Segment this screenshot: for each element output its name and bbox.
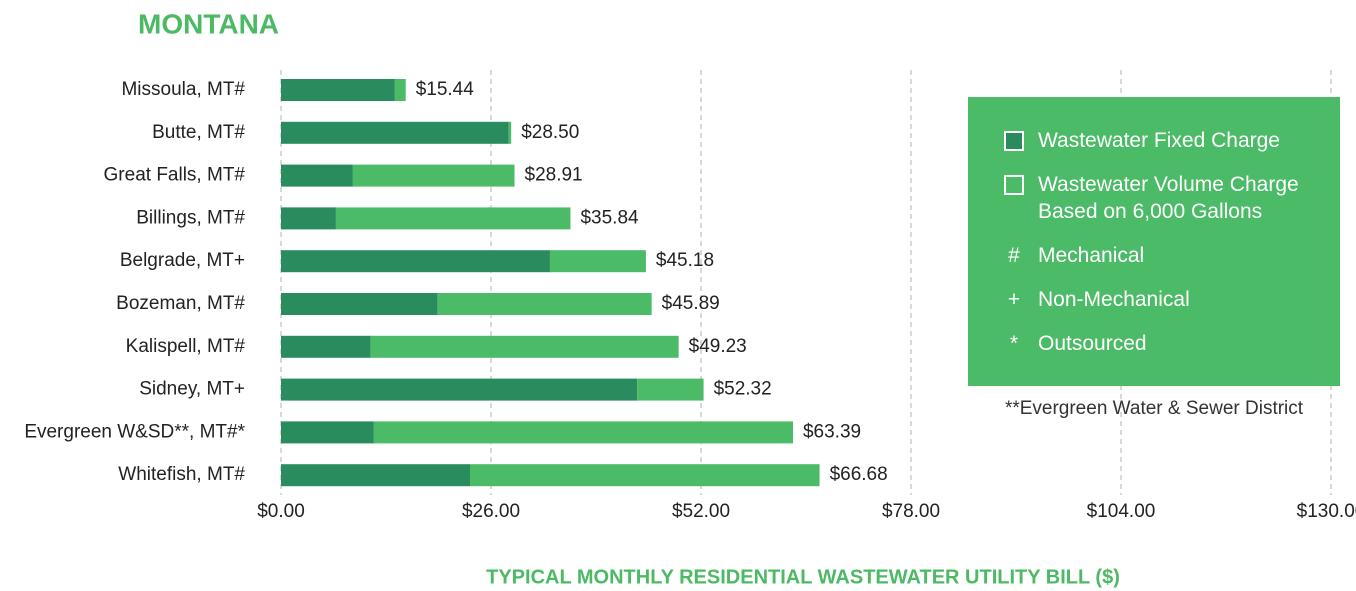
x-tick-label: $26.00	[462, 501, 520, 522]
legend-label: Wastewater Volume Charge Based on 6,000 …	[1038, 173, 1299, 223]
bar-segment	[549, 250, 646, 273]
data-label: $49.23	[689, 336, 747, 357]
y-tick-label: Bozeman, MT#	[116, 293, 245, 314]
y-tick-label: Great Falls, MT#	[104, 165, 246, 186]
bar-segment	[335, 207, 571, 230]
x-axis-label: TYPICAL MONTHLY RESIDENTIAL WASTEWATER U…	[486, 566, 1120, 588]
legend-note: # Mechanical	[1004, 242, 1320, 269]
y-tick-label: Belgrade, MT+	[120, 250, 245, 271]
x-tick-label: $130.00	[1297, 501, 1356, 522]
legend-symbol: *	[1009, 332, 1019, 355]
y-tick-label: Billings, MT#	[136, 207, 245, 228]
y-tick-label: Evergreen W&SD**, MT#*	[24, 421, 245, 442]
x-tick-label: $104.00	[1087, 501, 1156, 522]
bar-segment	[373, 421, 793, 444]
bar-segment	[281, 293, 438, 315]
y-tick-label: Sidney, MT+	[139, 379, 245, 400]
y-tick-label: Whitefish, MT#	[118, 464, 245, 485]
legend-note: + Non-Mechanical	[1004, 286, 1320, 313]
legend-note-text: Non-Mechanical	[1038, 288, 1190, 311]
bar-segment	[281, 207, 336, 230]
bar-segment	[281, 464, 470, 487]
legend-note-text: Mechanical	[1038, 244, 1145, 267]
bar-segment	[281, 121, 509, 144]
x-tick-label: $0.00	[257, 501, 305, 522]
bar-segment	[352, 164, 515, 187]
legend: Wastewater Fixed Charge Wastewater Volume…	[968, 97, 1340, 386]
bar-segment	[281, 164, 353, 187]
legend-entry: Wastewater Volume Charge Based on 6,000 …	[1004, 171, 1320, 225]
bar-segment	[281, 79, 395, 101]
bar-segment	[281, 250, 550, 273]
chart-title: MONTANA	[138, 8, 279, 39]
bar-segment	[281, 421, 374, 444]
legend-swatch	[1004, 175, 1024, 195]
bar-segment	[370, 335, 679, 358]
legend-symbol: #	[1008, 244, 1020, 267]
bar-segment	[394, 79, 406, 101]
bar-segment	[281, 335, 371, 358]
y-tick-label: Butte, MT#	[152, 122, 245, 143]
bar-segment	[508, 121, 512, 144]
data-label: $52.32	[714, 379, 772, 400]
y-tick-label: Kalispell, MT#	[126, 336, 246, 357]
data-label: $66.68	[830, 464, 888, 485]
data-label: $28.50	[521, 122, 579, 143]
x-tick-label: $78.00	[882, 501, 940, 522]
bar-segment	[281, 378, 638, 401]
data-label: $63.39	[803, 421, 861, 442]
x-tick-label: $52.00	[672, 501, 730, 522]
footnote: **Evergreen Water & Sewer District	[1004, 398, 1304, 419]
data-label: $45.89	[662, 293, 720, 314]
data-label: $15.44	[416, 79, 475, 100]
data-label: $28.91	[525, 165, 583, 186]
legend-symbol: +	[1007, 288, 1021, 311]
bar-segment	[637, 378, 704, 401]
legend-swatch	[1004, 131, 1024, 151]
legend-note: * Outsourced	[1004, 330, 1320, 357]
legend-note-text: Outsourced	[1038, 332, 1147, 355]
bar-segment	[470, 464, 820, 487]
data-label: $45.18	[656, 250, 714, 271]
data-label: $35.84	[580, 207, 639, 228]
bar-segment	[437, 293, 652, 315]
legend-entry: Wastewater Fixed Charge	[1004, 127, 1320, 154]
y-tick-label: Missoula, MT#	[121, 79, 245, 100]
legend-label: Wastewater Fixed Charge	[1038, 129, 1280, 152]
